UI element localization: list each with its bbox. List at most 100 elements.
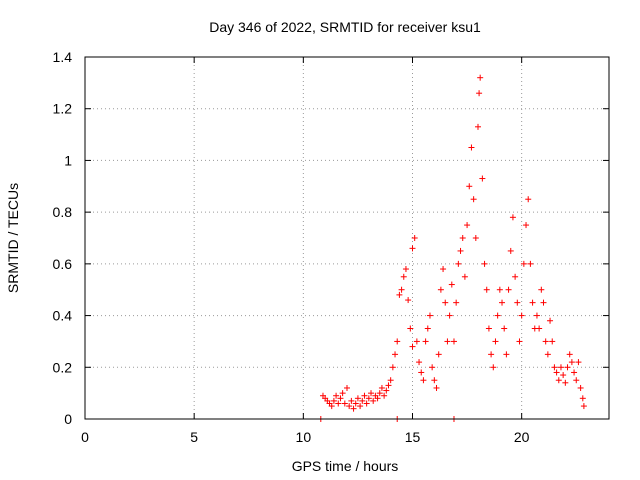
- data-point: [503, 351, 510, 358]
- data-point: [501, 325, 508, 332]
- data-point: [341, 400, 348, 407]
- data-point: [435, 351, 442, 358]
- data-point: [411, 235, 418, 241]
- data-point: [494, 312, 501, 319]
- x-tick-label: 20: [514, 429, 530, 445]
- data-point: [363, 400, 370, 407]
- data-point: [409, 245, 416, 252]
- data-point: [533, 312, 540, 319]
- data-point: [409, 343, 416, 350]
- data-point: [378, 384, 385, 391]
- data-point: [566, 351, 573, 358]
- data-point: [542, 338, 549, 345]
- data-point: [560, 372, 567, 379]
- data-point: [337, 395, 344, 402]
- chart-title: Day 346 of 2022, SRMTID for receiver ksu…: [209, 19, 481, 35]
- data-point: [442, 299, 449, 306]
- data-point: [580, 403, 587, 410]
- data-point: [368, 390, 375, 397]
- data-point: [538, 286, 545, 293]
- data-point: [555, 377, 562, 384]
- data-point: [496, 286, 503, 293]
- data-point: [405, 297, 412, 304]
- data-point: [468, 144, 475, 151]
- data-point: [516, 338, 523, 345]
- data-point: [525, 196, 532, 203]
- data-point: [472, 235, 479, 241]
- data-point: [540, 299, 547, 306]
- data-point: [527, 260, 534, 267]
- x-axis-title: GPS time / hours: [292, 458, 399, 474]
- data-point: [440, 266, 447, 273]
- data-point: [344, 384, 350, 391]
- data-point: [475, 123, 481, 130]
- data-point: [466, 183, 473, 190]
- data-point: [359, 397, 366, 404]
- data-point: [507, 247, 514, 254]
- data-point: [481, 260, 488, 267]
- data-point: [350, 405, 357, 412]
- data-point: [424, 325, 431, 332]
- data-point: [446, 312, 453, 319]
- data-point: [354, 395, 361, 402]
- data-point: [577, 384, 584, 391]
- data-point: [461, 273, 468, 280]
- axis-ticks: [84, 56, 609, 420]
- data-point: [333, 392, 340, 399]
- data-point: [544, 351, 551, 358]
- data-point: [381, 392, 388, 399]
- data-point: [361, 392, 368, 399]
- plot-frame: [84, 56, 610, 420]
- data-point: [557, 364, 564, 371]
- data-point: [571, 369, 578, 376]
- y-tick-label: 1: [64, 152, 72, 168]
- data-point: [407, 325, 414, 332]
- data-point: [396, 291, 403, 298]
- data-point: [420, 377, 427, 384]
- data-point: [575, 359, 582, 366]
- data-point: [520, 260, 527, 267]
- data-point: [389, 364, 396, 371]
- data-point: [505, 286, 512, 293]
- y-tick-label: 0.2: [53, 359, 73, 375]
- data-point: [573, 377, 580, 384]
- data-point: [426, 312, 433, 319]
- data-point: [455, 260, 462, 267]
- data-point: [352, 400, 359, 407]
- data-point: [448, 281, 455, 288]
- data-point: [413, 338, 420, 345]
- data-point: [365, 395, 372, 402]
- data-point: [416, 359, 423, 366]
- data-point: [376, 390, 383, 397]
- data-point: [509, 214, 516, 221]
- data-point: [433, 384, 440, 391]
- data-point: [483, 286, 490, 293]
- data-point: [400, 273, 407, 280]
- data-point: [459, 235, 466, 241]
- y-axis-title: SRMTID / TECUs: [5, 183, 21, 293]
- grid-lines: [85, 57, 609, 419]
- data-point: [512, 273, 519, 280]
- data-point: [536, 325, 543, 332]
- data-point: [398, 286, 405, 293]
- data-point: [547, 317, 554, 324]
- x-tick-label: 15: [405, 429, 421, 445]
- data-point: [346, 403, 353, 410]
- data-point: [568, 359, 575, 366]
- data-point: [470, 196, 477, 203]
- data-point: [335, 400, 342, 407]
- y-tick-labels: 0 0.2 0.4 0.6 0.8 1 1.2 1.4: [53, 49, 73, 427]
- y-tick-label: 0.4: [53, 308, 73, 324]
- y-tick-label: 0.6: [53, 256, 73, 272]
- data-point: [490, 364, 497, 371]
- data-point: [499, 299, 506, 306]
- data-point: [383, 387, 390, 394]
- data-point: [457, 247, 464, 254]
- data-point: [385, 382, 392, 389]
- data-point: [549, 338, 556, 345]
- data-point: [477, 74, 484, 81]
- data-point: [453, 299, 460, 306]
- x-tick-label: 0: [81, 429, 89, 445]
